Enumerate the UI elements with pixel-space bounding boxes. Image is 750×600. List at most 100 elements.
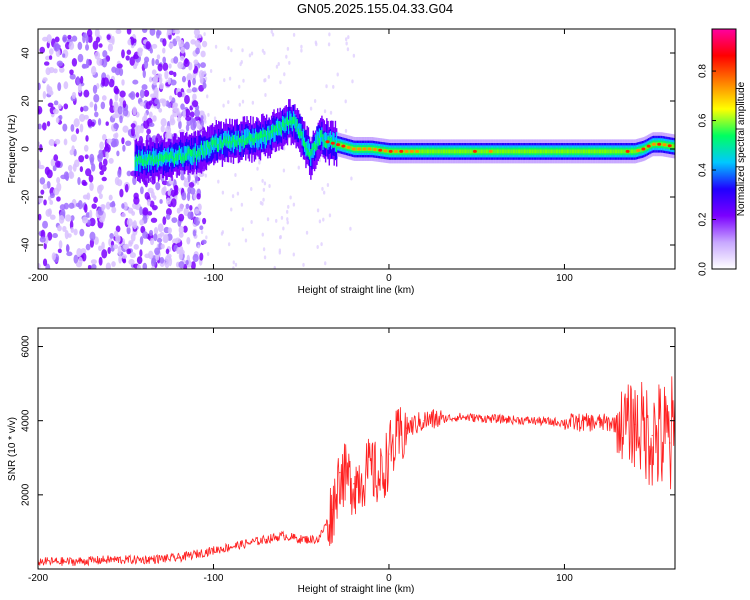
heatmap-cell (55, 117, 60, 124)
heatmap-cell (509, 149, 511, 154)
heatmap-cell (58, 66, 65, 73)
heatmap-cell (180, 103, 185, 110)
heatmap-cell (488, 149, 493, 153)
heatmap-cell (101, 204, 105, 212)
heatmap-cell (151, 58, 155, 67)
heatmap-cell (286, 117, 289, 126)
heatmap-cell (70, 215, 75, 221)
heatmap-cell (442, 149, 445, 154)
heatmap-cell (155, 59, 160, 66)
heatmap-cell (193, 155, 195, 163)
heatmap-cell (192, 253, 199, 263)
heatmap-cell (154, 155, 156, 163)
heatmap-cell (231, 137, 233, 145)
heatmap-cell (250, 187, 253, 192)
heatmap-cell (290, 120, 292, 128)
heatmap-cell (494, 149, 496, 154)
heatmap-cell (121, 254, 128, 259)
heatmap-cell (198, 125, 203, 130)
heatmap-cell (310, 149, 312, 157)
heatmap-cell (388, 149, 393, 153)
heatmap-cell (83, 89, 90, 98)
heatmap-cell (328, 32, 331, 37)
heatmap-cell (70, 134, 77, 143)
heatmap-cell (194, 34, 201, 39)
heatmap-cell (224, 135, 226, 144)
heatmap-cell (86, 29, 93, 37)
heatmap-cell (156, 54, 161, 60)
heatmap-cell (192, 150, 194, 166)
heatmap-cell (200, 115, 204, 121)
heatmap-cell (225, 130, 227, 146)
heatmap-cell (183, 155, 186, 163)
heatmap-cell (219, 137, 221, 145)
heatmap-cell (192, 119, 197, 129)
heatmap-cell (175, 35, 181, 42)
heatmap-cell (140, 225, 146, 234)
heatmap-cell (646, 144, 651, 148)
heatmap-cell (117, 105, 123, 115)
heatmap-cell (266, 217, 270, 222)
heatmap-cell (110, 140, 117, 148)
heatmap-cell (316, 208, 320, 213)
heatmap-cell (347, 35, 350, 40)
heatmap-cell (62, 53, 66, 58)
heatmap-cell (292, 202, 296, 207)
heatmap-cell (204, 76, 208, 81)
heatmap-cell (134, 160, 136, 168)
heatmap-cell (319, 130, 322, 138)
heatmap-cell (622, 149, 624, 154)
heatmap-cell (574, 149, 576, 154)
heatmap-cell (118, 255, 122, 264)
heatmap-cell (58, 214, 65, 224)
heatmap-cell (44, 166, 50, 176)
heatmap-cell (268, 125, 270, 140)
heatmap-cell (101, 249, 108, 259)
heatmap-cell (69, 73, 76, 80)
heatmap-cell (204, 119, 207, 124)
heatmap-cell (73, 118, 80, 128)
heatmap-cell (335, 145, 338, 153)
heatmap-cell (106, 34, 111, 40)
heatmap-cell (392, 149, 394, 154)
snr-x-tick-label: -200 (28, 573, 48, 584)
heatmap-cell (98, 217, 105, 223)
heatmap-cell (42, 220, 48, 229)
heatmap-cell (150, 93, 155, 99)
heatmap-cell (345, 41, 348, 46)
heatmap-cell (108, 194, 113, 201)
heatmap-cell (160, 117, 167, 127)
heatmap-cell (87, 265, 92, 269)
heatmap-cell (362, 147, 367, 151)
heatmap-cell (547, 149, 549, 154)
heatmap-cell (167, 147, 170, 162)
heatmap-cell (146, 128, 151, 135)
heatmap-cell (211, 139, 214, 148)
heatmap-cell (280, 215, 284, 220)
heatmap-cell (444, 149, 446, 154)
heatmap-cell (319, 130, 322, 145)
heatmap-cell (183, 146, 186, 161)
heatmap-cell (296, 119, 299, 127)
heatmap-cell (63, 103, 69, 110)
heatmap-cell (126, 248, 132, 255)
heatmap-cell (119, 115, 123, 124)
heatmap-cell (179, 246, 184, 255)
heatmap-cell (581, 149, 584, 154)
spectrogram-x-tick-label: 100 (556, 273, 573, 284)
heatmap-cell (68, 202, 75, 209)
heatmap-cell (324, 261, 327, 266)
heatmap-cell (46, 34, 52, 44)
heatmap-cell (274, 125, 276, 133)
heatmap-cell (202, 217, 207, 225)
heatmap-cell (184, 58, 189, 65)
colorbar-tick-label: 0.6 (698, 113, 709, 127)
heatmap-cell (332, 132, 334, 147)
heatmap-cell (241, 139, 243, 147)
heatmap-cell (119, 90, 126, 98)
heatmap-cell (352, 53, 356, 58)
heatmap-cell (565, 149, 568, 154)
heatmap-cell (462, 149, 464, 154)
heatmap-cell (165, 248, 170, 255)
heatmap-cell (203, 150, 205, 158)
